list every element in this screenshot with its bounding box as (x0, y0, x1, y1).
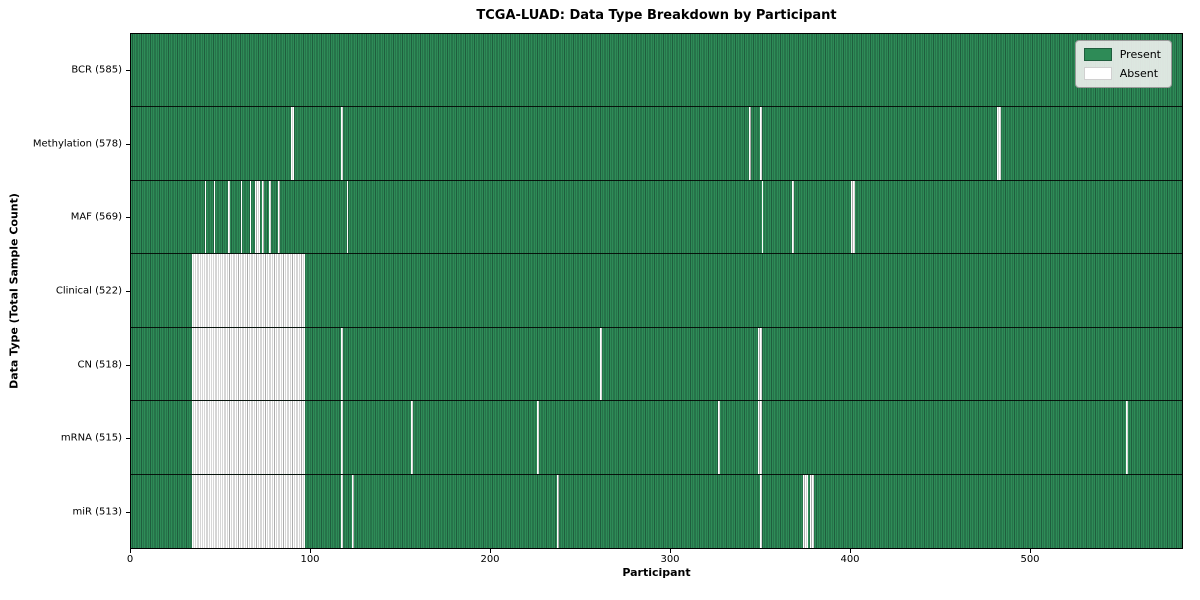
y-tick-label-mRNA: mRNA (515) (60, 432, 122, 444)
y-tick-mark (126, 143, 130, 145)
heatmap-row-Methylation (131, 107, 1182, 181)
legend-entry-absent: Absent (1083, 67, 1161, 80)
y-tick-label-Clinical: Clinical (522) (55, 285, 122, 297)
heatmap-row-CN (131, 327, 1182, 402)
y-tick-label-MAF: MAF (569) (70, 211, 122, 223)
absent-segment (996, 107, 1001, 180)
absent-segment (792, 180, 794, 254)
absent-segment (269, 180, 272, 254)
x-tick-label-200: 200 (480, 554, 500, 565)
x-axis-title: Participant (622, 566, 691, 579)
y-axis: BCR (585) Methylation (578) MAF (569) Clini… (0, 33, 122, 549)
absent-segment (759, 107, 762, 180)
absent-segment (341, 327, 343, 401)
x-tick-mark (1030, 549, 1031, 553)
x-tick-mark (490, 549, 491, 553)
y-tick-mark (126, 364, 130, 366)
absent-segment (213, 180, 216, 254)
y-tick-mark (126, 217, 130, 219)
absent-segment (802, 474, 809, 548)
absent-segment (758, 401, 762, 474)
absent-segment (192, 474, 306, 548)
y-tick-label-miR: miR (513) (72, 506, 122, 518)
legend-absent-label: Absent (1119, 67, 1159, 80)
x-tick-label-500: 500 (1020, 554, 1040, 565)
y-tick-label-BCR: BCR (585) (71, 64, 122, 76)
absent-segment (599, 327, 602, 401)
absent-segment (192, 401, 306, 474)
plot-area: Present Absent (130, 33, 1183, 549)
absent-segment (411, 401, 414, 474)
legend-present-label: Present (1119, 48, 1161, 61)
absent-segment (556, 474, 559, 548)
y-tick-mark (126, 512, 130, 514)
x-tick-label-400: 400 (840, 554, 860, 565)
absent-segment (290, 107, 295, 180)
x-tick-label-300: 300 (660, 554, 680, 565)
y-tick-mark (126, 291, 130, 292)
absent-segment (341, 107, 343, 180)
heatmap-row-MAF (131, 180, 1182, 255)
y-tick-mark (126, 69, 130, 71)
absent-segment (228, 180, 230, 254)
absent-segment (192, 254, 306, 327)
y-tick-label-Methylation: Methylation (578) (32, 138, 122, 150)
legend: Present Absent (1074, 40, 1172, 88)
absent-segment (192, 327, 306, 401)
absent-segment (851, 180, 855, 254)
y-tick-mark (126, 438, 130, 440)
absent-segment (278, 180, 281, 254)
x-tick-label-0: 0 (126, 554, 134, 565)
heatmap-row-BCR (131, 34, 1182, 108)
heatmap-row-miR (131, 474, 1182, 548)
absent-segment (758, 327, 762, 401)
absent-segment (537, 401, 539, 474)
x-tick-mark (850, 549, 851, 553)
absent-segment (240, 180, 243, 254)
x-tick-mark (310, 549, 311, 553)
legend-absent-swatch (1083, 67, 1112, 80)
absent-segment (351, 474, 354, 548)
absent-segment (810, 474, 814, 548)
absent-segment (749, 107, 751, 180)
absent-segment (249, 180, 252, 254)
heatmap-row-Clinical (131, 254, 1182, 328)
legend-entry-present: Present (1083, 48, 1161, 61)
absent-segment (759, 474, 762, 548)
absent-segment (761, 180, 764, 254)
absent-segment (718, 401, 721, 474)
y-tick-label-CN: CN (518) (77, 359, 122, 371)
x-tick-mark (670, 549, 671, 553)
heatmap-rows (131, 34, 1182, 548)
chart-title: TCGA-LUAD: Data Type Breakdown by Partic… (476, 8, 837, 23)
absent-segment (254, 180, 261, 254)
absent-segment (262, 180, 264, 254)
absent-segment (341, 401, 343, 474)
x-tick-label-100: 100 (300, 554, 320, 565)
absent-segment (341, 474, 343, 548)
x-tick-mark (130, 549, 131, 553)
absent-segment (204, 180, 207, 254)
heatmap-row-mRNA (131, 401, 1182, 475)
absent-segment (346, 180, 349, 254)
absent-segment (1126, 401, 1129, 474)
legend-present-swatch (1083, 48, 1112, 61)
